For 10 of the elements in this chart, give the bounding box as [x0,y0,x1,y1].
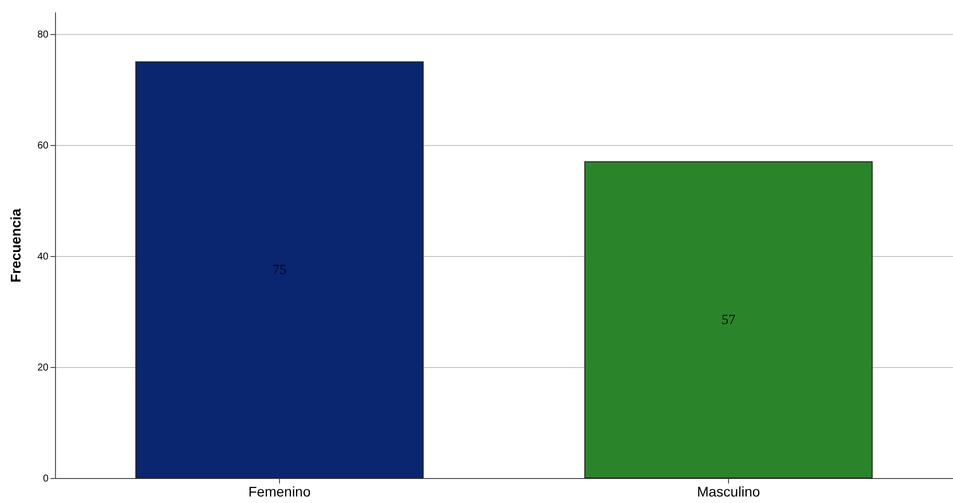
x-tick-label: Masculino [696,484,760,500]
y-tick-label: 20 [37,362,49,374]
y-axis-title: Frecuencia [7,208,24,282]
y-tick-label: 60 [37,140,49,152]
y-tick-label: 0 [42,474,49,484]
x-tick-label: Femenino [248,484,311,500]
y-tick-label: 40 [37,252,49,263]
data-label: 75 [272,262,286,278]
data-label: 57 [722,312,736,328]
y-tick-label: 80 [37,30,49,41]
